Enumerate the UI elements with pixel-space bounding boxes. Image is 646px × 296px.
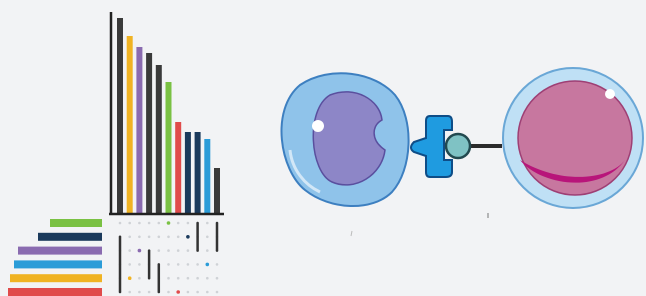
matrix-dot bbox=[187, 249, 190, 252]
matrix-dot bbox=[138, 236, 141, 239]
matrix-dot bbox=[196, 277, 199, 280]
matrix-active bbox=[138, 249, 142, 253]
intersection-bar bbox=[156, 65, 162, 213]
matrix-dot bbox=[177, 249, 180, 252]
matrix-dot bbox=[138, 277, 141, 280]
set-bar bbox=[14, 260, 102, 268]
set-bar bbox=[38, 233, 102, 241]
matrix-dot bbox=[196, 291, 199, 294]
matrix-dot bbox=[138, 263, 141, 266]
target-cell bbox=[503, 68, 643, 208]
page: (() => { const data = JSON.parse(documen… bbox=[0, 0, 646, 296]
matrix-dot bbox=[138, 291, 141, 294]
matrix-dot bbox=[158, 236, 161, 239]
matrix-dot bbox=[187, 291, 190, 294]
intersection-bar bbox=[117, 18, 123, 213]
matrix-active bbox=[176, 290, 180, 294]
matrix-dot bbox=[119, 222, 122, 225]
matrix-dot bbox=[138, 222, 141, 225]
matrix-dot bbox=[148, 291, 151, 294]
matrix-dot bbox=[216, 263, 219, 266]
matrix-dot bbox=[216, 277, 219, 280]
matrix-dot bbox=[128, 236, 131, 239]
intersection-bar bbox=[195, 132, 201, 213]
matrix-dot bbox=[158, 249, 161, 252]
intersection-bar bbox=[185, 132, 191, 213]
matrix-active bbox=[206, 263, 210, 267]
matrix-dot bbox=[216, 291, 219, 294]
matrix-dot bbox=[177, 236, 180, 239]
highlight bbox=[312, 120, 324, 132]
illustration bbox=[0, 0, 646, 296]
matrix-dot bbox=[206, 236, 209, 239]
matrix-dot bbox=[177, 263, 180, 266]
matrix-dot bbox=[206, 249, 209, 252]
set-bar bbox=[10, 274, 102, 282]
matrix-dot bbox=[167, 249, 170, 252]
immune-cell bbox=[281, 73, 408, 206]
matrix-active bbox=[128, 276, 132, 280]
intersection-bar bbox=[204, 139, 210, 213]
matrix-dot bbox=[187, 277, 190, 280]
set-bar bbox=[50, 219, 102, 227]
matrix-dot bbox=[148, 236, 151, 239]
matrix-dot bbox=[148, 222, 151, 225]
matrix-dot bbox=[167, 291, 170, 294]
matrix-dot bbox=[128, 249, 131, 252]
matrix-dot bbox=[196, 263, 199, 266]
matrix-active bbox=[186, 235, 190, 239]
matrix-active bbox=[167, 221, 171, 225]
matrix-dot bbox=[206, 222, 209, 225]
set-bar bbox=[8, 288, 102, 296]
highlight bbox=[605, 89, 615, 99]
intersection-bar bbox=[136, 47, 142, 213]
matrix-dot bbox=[206, 277, 209, 280]
matrix-dot bbox=[187, 263, 190, 266]
matrix-dot bbox=[128, 222, 131, 225]
ligand bbox=[446, 134, 470, 158]
intersection-bar bbox=[127, 36, 133, 213]
intersection-bar bbox=[214, 168, 220, 213]
matrix-dot bbox=[158, 222, 161, 225]
matrix-dot bbox=[187, 222, 190, 225]
nucleus bbox=[313, 92, 385, 185]
set-bar bbox=[18, 247, 102, 255]
matrix-dot bbox=[177, 222, 180, 225]
matrix-dot bbox=[128, 263, 131, 266]
matrix-dot bbox=[177, 277, 180, 280]
intersection-bar bbox=[146, 53, 152, 213]
matrix-dot bbox=[167, 236, 170, 239]
matrix-dot bbox=[206, 291, 209, 294]
intersection-bar bbox=[175, 122, 181, 213]
matrix-dot bbox=[167, 263, 170, 266]
matrix-dot bbox=[128, 291, 131, 294]
intersection-bar bbox=[166, 82, 172, 213]
matrix-dot bbox=[167, 277, 170, 280]
